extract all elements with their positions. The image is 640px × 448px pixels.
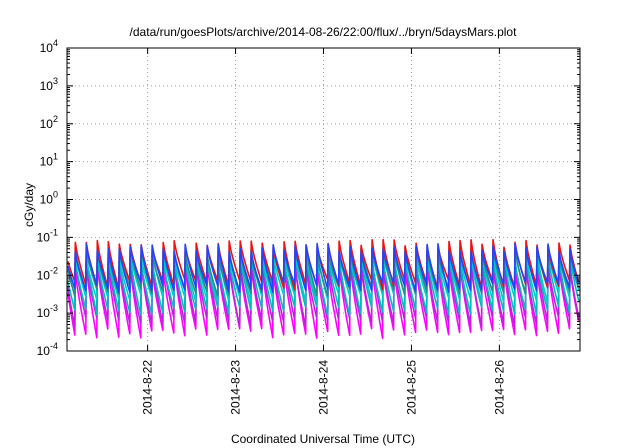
y-tick-label: 10-1 bbox=[37, 227, 58, 244]
y-axis-label: cGy/day bbox=[22, 183, 36, 227]
y-tick-label: 103 bbox=[40, 76, 58, 93]
x-tick-label: 2014-8-25 bbox=[404, 360, 418, 415]
x-tick-label: 2014-8-26 bbox=[492, 360, 506, 415]
y-tick-label: 10-2 bbox=[37, 265, 58, 282]
plot-area bbox=[67, 238, 580, 340]
y-tick-label: 102 bbox=[40, 114, 58, 131]
y-tick-label: 101 bbox=[40, 152, 58, 169]
series-line-7 bbox=[67, 242, 580, 294]
y-tick-label: 10-3 bbox=[37, 303, 58, 320]
chart-title: /data/run/goesPlots/archive/2014-08-26/2… bbox=[130, 25, 518, 39]
x-tick-label: 2014-8-24 bbox=[317, 360, 331, 415]
y-tick-label: 10-4 bbox=[37, 341, 58, 358]
x-tick-label: 2014-8-22 bbox=[141, 360, 155, 415]
y-tick-label: 100 bbox=[40, 190, 58, 207]
y-tick-label: 104 bbox=[40, 38, 58, 55]
x-tick-label: 2014-8-23 bbox=[229, 360, 243, 415]
x-axis-label: Coordinated Universal Time (UTC) bbox=[231, 432, 415, 446]
axes: 10-4 10-3 10-2 10-1 100 101 102 103 104 2014-8-22… bbox=[37, 38, 581, 415]
plot-frame bbox=[66, 47, 581, 352]
